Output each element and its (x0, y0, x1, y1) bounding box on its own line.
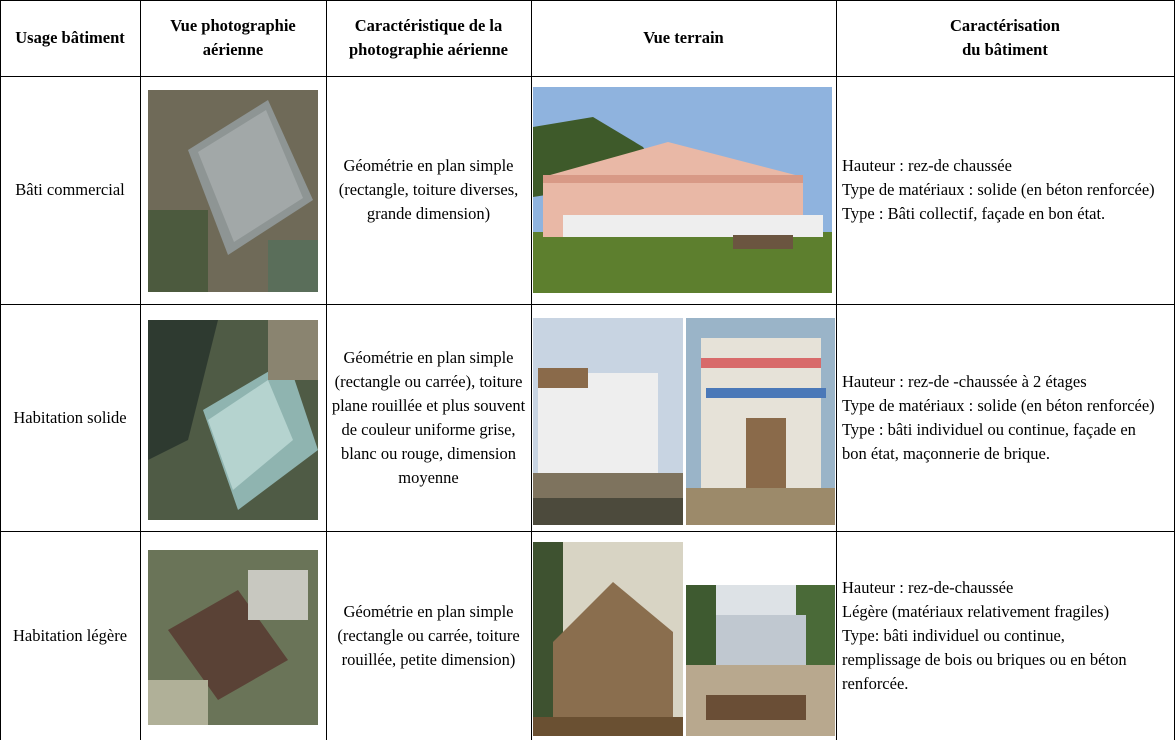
text-line: Caractéristique de la (354, 16, 503, 35)
header-cell: Usage bâtiment (0, 0, 140, 76)
text-line: Type : bâti individuel ou continue, faça… (842, 419, 1136, 439)
text-line: rouillée, petite dimension) (341, 649, 516, 669)
characterization-cell: Hauteur : rez-de-chaussée Légère (matéria… (836, 531, 1174, 740)
text-line: blanc ou rouge, dimension (340, 443, 517, 463)
text-line: bon état, maçonnerie de brique. (842, 443, 1050, 463)
rule (531, 0, 532, 740)
aerial-characteristic-cell: Géométrie en plan simple (rectangle, toit… (326, 76, 531, 304)
text-line: Usage bâtiment (15, 28, 125, 47)
text-line: grande dimension) (366, 204, 491, 223)
rule (0, 0, 1175, 1)
field-photo (686, 585, 835, 736)
text-line: Type : Bâti collectif, façade en bon éta… (842, 204, 1106, 223)
aerial-photo (148, 320, 318, 520)
rule (836, 0, 837, 740)
text-line: Légère (matériaux relativement fragiles) (842, 601, 1110, 621)
field-photo (533, 318, 683, 525)
text-line: Hauteur : rez-de -chaussée à 2 étages (842, 371, 1087, 391)
text-line: Vue terrain (643, 28, 724, 47)
text-line: Habitation légère (12, 625, 128, 645)
rule (326, 0, 327, 740)
text-line: (rectangle ou carrée), toiture (334, 371, 523, 391)
text-line: Bâti commercial (15, 180, 125, 199)
aerial-photo (148, 550, 318, 725)
text-line: plane rouillée et plus souvent (331, 395, 526, 415)
characterization-cell: Hauteur : rez-de chaussée Type de matéria… (836, 76, 1174, 304)
text-line: Géométrie en plan simple (343, 347, 514, 367)
text-line: Type de matériaux : solide (en béton ren… (842, 395, 1155, 415)
text-line: de couleur uniforme grise, (341, 419, 516, 439)
text-line: remplissage de bois ou briques ou en bét… (842, 649, 1127, 669)
text-line: Géométrie en plan simple (343, 601, 514, 621)
usage-cell: Habitation légère (0, 531, 140, 740)
characterization-cell: Hauteur : rez-de -chaussée à 2 étages Typ… (836, 304, 1174, 531)
text-line: (rectangle ou carrée, toiture (337, 625, 520, 645)
usage-cell: Habitation solide (0, 304, 140, 531)
text-line: Hauteur : rez-de-chaussée (842, 577, 1014, 597)
text-line: Caractérisation (950, 16, 1060, 35)
text-line: renforcée. (842, 673, 909, 693)
aerial-characteristic-cell: Géométrie en plan simple (rectangle ou ca… (326, 304, 531, 531)
rule (140, 0, 141, 740)
text-line: photographie aérienne (348, 40, 509, 59)
field-photo (533, 87, 832, 293)
header-cell: Caractéristique de la photographie aérien… (326, 0, 531, 76)
rule (0, 304, 1175, 305)
text-line: du bâtiment (962, 40, 1048, 59)
field-photo (686, 318, 835, 525)
usage-cell: Bâti commercial (0, 76, 140, 304)
text-line: aérienne (202, 40, 264, 59)
aerial-characteristic-cell: Géométrie en plan simple (rectangle ou ca… (326, 531, 531, 740)
text-line: (rectangle, toiture diverses, (338, 180, 519, 199)
text-line: Type: bâti individuel ou continue, (842, 625, 1065, 645)
header-cell: Caractérisation du bâtiment (836, 0, 1174, 76)
rule (0, 0, 1, 740)
rule (0, 531, 1175, 532)
rule (0, 76, 1175, 77)
text-line: Vue photographie (170, 16, 296, 35)
text-line: Géométrie en plan simple (343, 156, 514, 175)
text-line: Type de matériaux : solide (en béton ren… (842, 180, 1155, 199)
text-line: Hauteur : rez-de chaussée (842, 156, 1012, 175)
text-line: Habitation solide (13, 407, 127, 427)
text-line: moyenne (398, 467, 459, 487)
aerial-photo (148, 90, 318, 292)
field-photo (533, 542, 683, 736)
header-cell: Vue terrain (531, 0, 836, 76)
header-cell: Vue photographie aérienne (140, 0, 326, 76)
